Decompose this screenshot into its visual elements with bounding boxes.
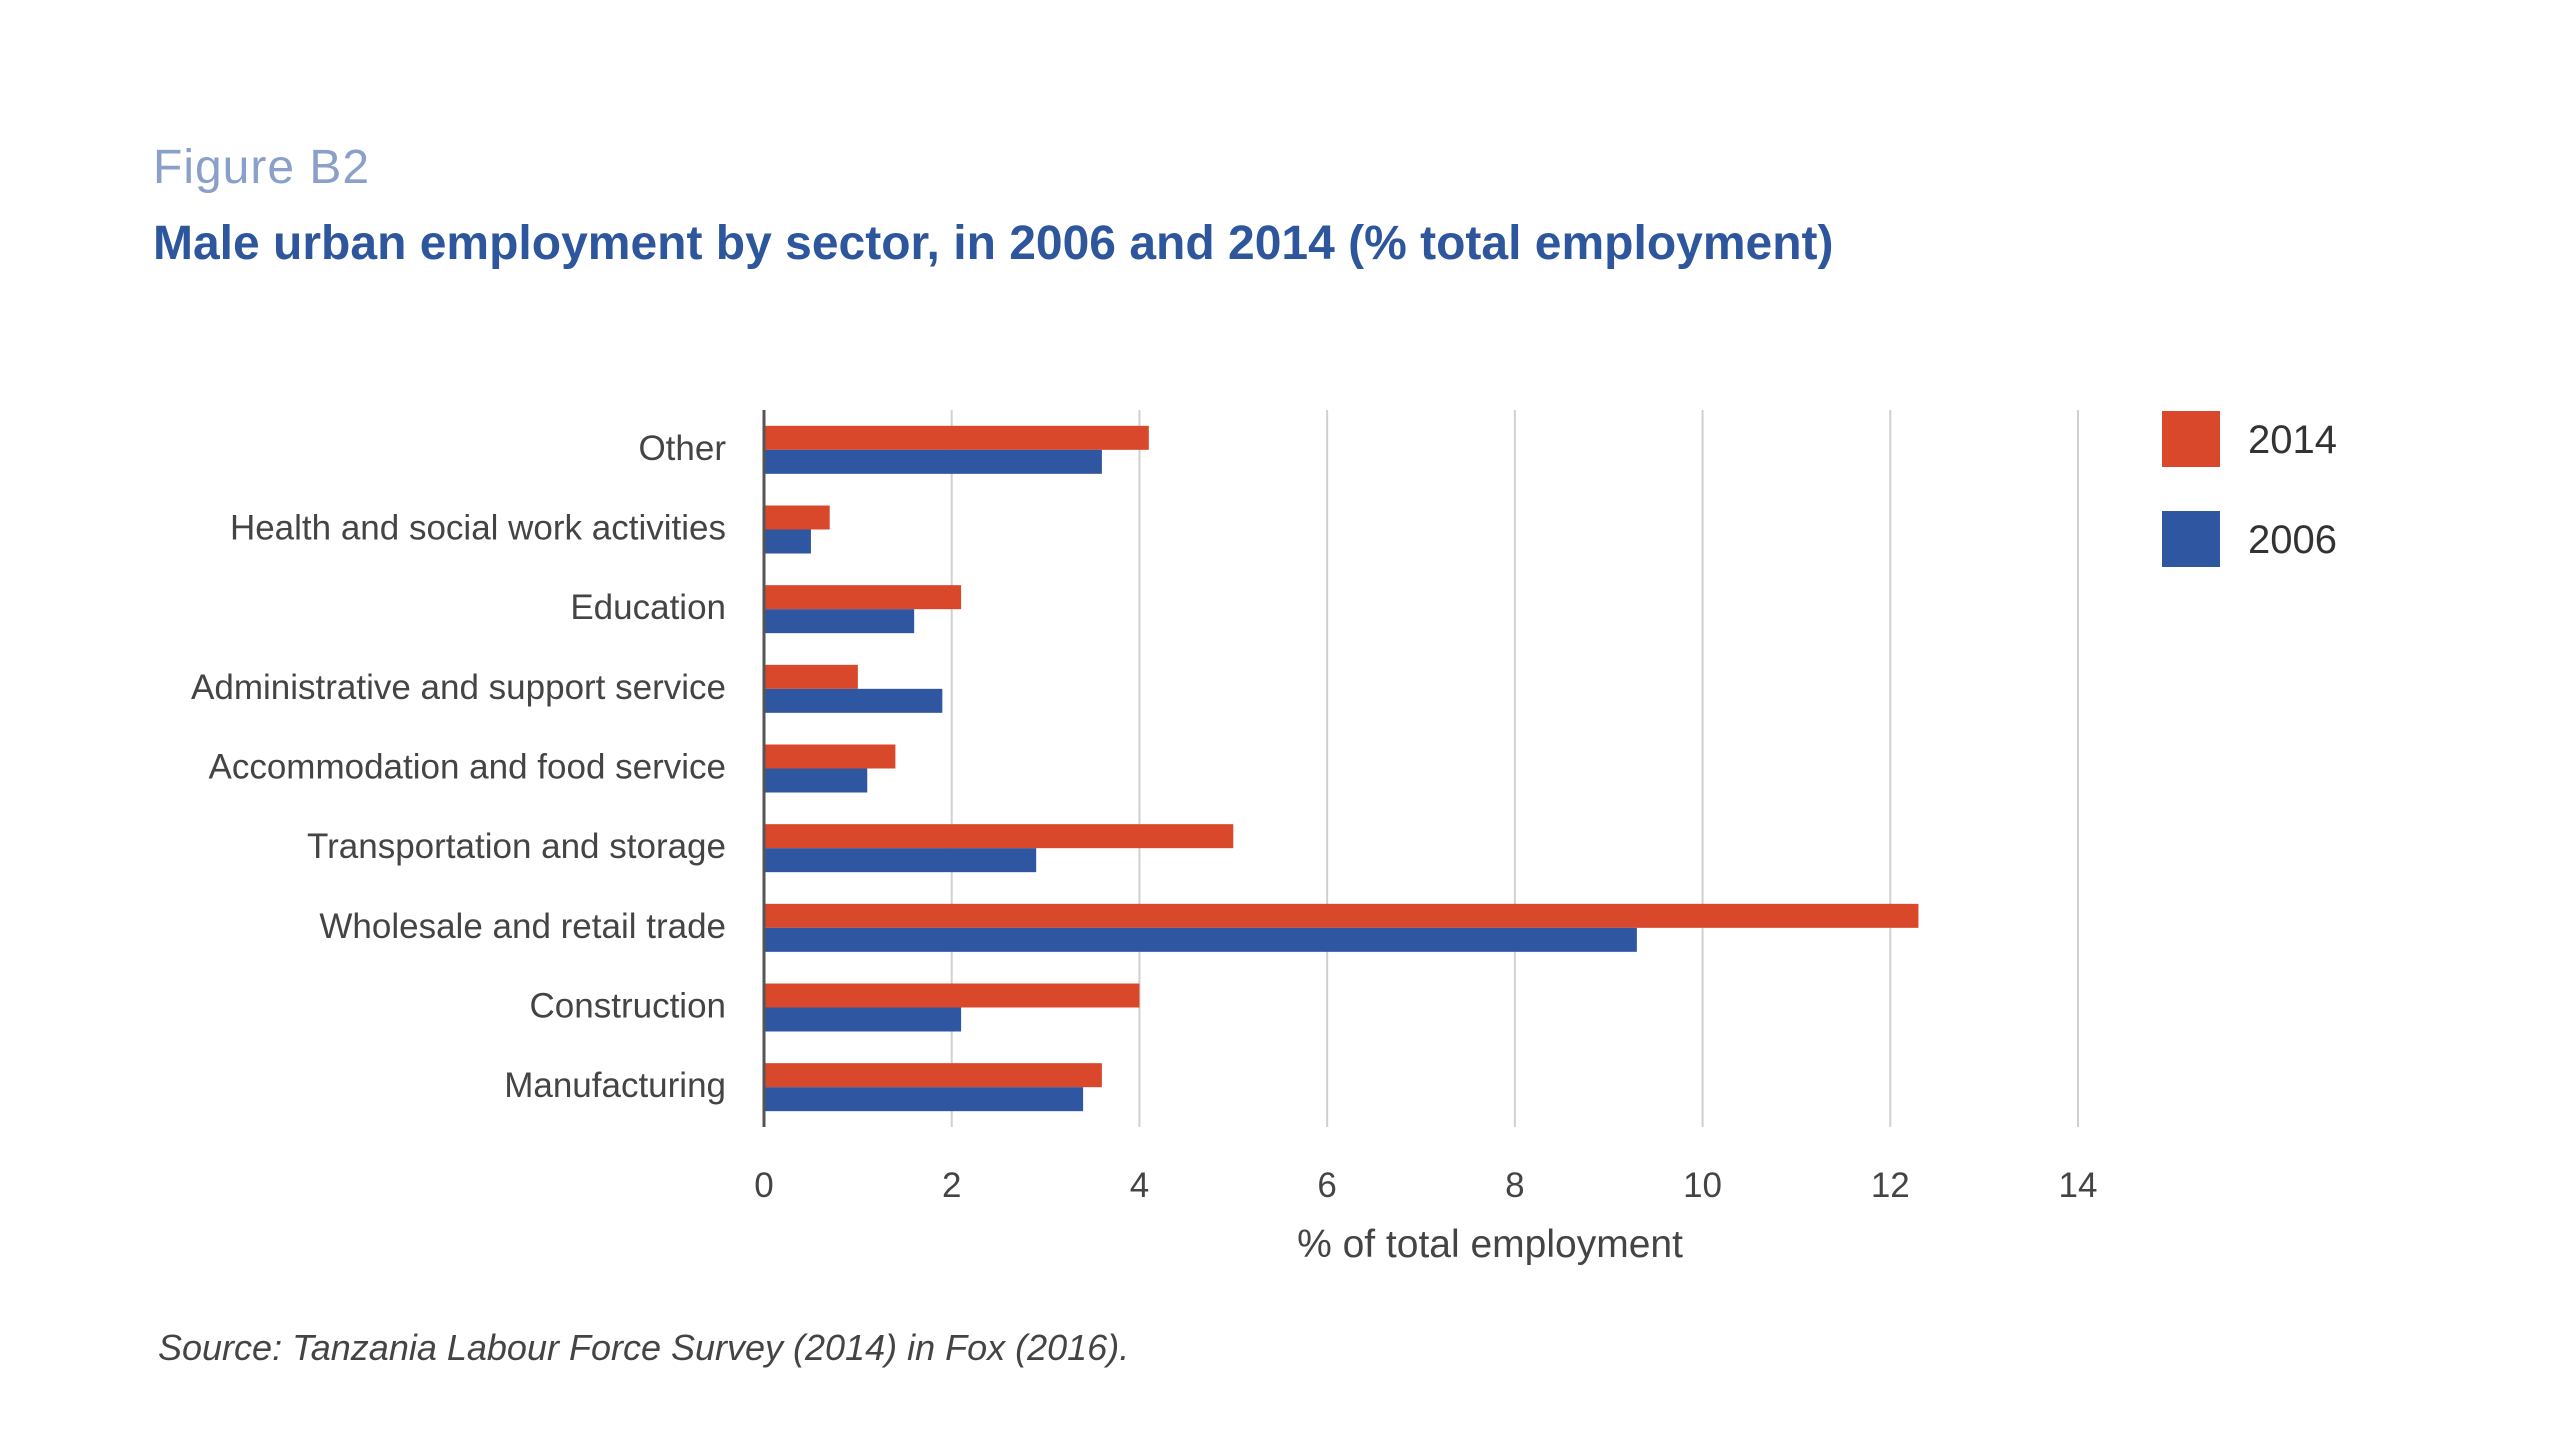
legend-swatch-2014 bbox=[2162, 411, 2220, 467]
bar-2006-2 bbox=[764, 609, 915, 634]
bar-2006-6 bbox=[764, 927, 1637, 952]
chart-title: Male urban employment by sector, in 2006… bbox=[153, 217, 1834, 270]
bar-2006-4 bbox=[764, 768, 868, 793]
category-label: Administrative and support service bbox=[191, 668, 726, 707]
bar-2014-0 bbox=[764, 425, 1149, 450]
x-tick-label: 8 bbox=[1505, 1166, 1524, 1205]
category-label: Health and social work activities bbox=[230, 509, 726, 548]
bar-2006-3 bbox=[764, 688, 943, 713]
category-label: Manufacturing bbox=[504, 1066, 726, 1105]
bar-2014-8 bbox=[764, 1063, 1102, 1088]
bar-2014-1 bbox=[764, 505, 830, 530]
category-label: Wholesale and retail trade bbox=[319, 907, 726, 946]
bar-2006-0 bbox=[764, 449, 1102, 474]
bar-2006-7 bbox=[764, 1007, 962, 1032]
bar-2014-5 bbox=[764, 824, 1234, 849]
x-tick-label: 14 bbox=[2059, 1166, 2098, 1205]
category-label: Transportation and storage bbox=[307, 827, 726, 866]
x-tick-label: 12 bbox=[1871, 1166, 1910, 1205]
bar-2014-4 bbox=[764, 744, 896, 769]
x-tick-label: 2 bbox=[942, 1166, 961, 1205]
bar-2014-3 bbox=[764, 664, 858, 689]
labels: 0 2 4 6 8 10 12 14 Other Health and social work a… bbox=[191, 429, 2097, 1266]
bar-2014-6 bbox=[764, 903, 1919, 928]
source-note: Source: Tanzania Labour Force Survey (20… bbox=[158, 1327, 1130, 1368]
legend-swatch-2006 bbox=[2162, 511, 2220, 567]
x-tick-label: 10 bbox=[1683, 1166, 1722, 1205]
legend-label-2006: 2006 bbox=[2248, 518, 2337, 562]
bar-2014-2 bbox=[764, 585, 962, 610]
x-tick-label: 6 bbox=[1317, 1166, 1336, 1205]
bar-2006-5 bbox=[764, 848, 1037, 873]
bar-2006-8 bbox=[764, 1087, 1084, 1112]
legend-label-2014: 2014 bbox=[2248, 418, 2337, 462]
bar-2014-7 bbox=[764, 983, 1140, 1008]
figure-label: Figure B2 bbox=[153, 141, 371, 194]
bars bbox=[764, 425, 1919, 1112]
x-tick-label: 0 bbox=[754, 1166, 773, 1205]
x-axis-title: % of total employment bbox=[1297, 1223, 1683, 1266]
category-label: Other bbox=[638, 429, 726, 468]
category-label: Accommodation and food service bbox=[209, 748, 727, 787]
grid-lines bbox=[950, 410, 2079, 1127]
x-tick-label: 4 bbox=[1130, 1166, 1149, 1205]
bar-2006-1 bbox=[764, 529, 811, 554]
category-label: Education bbox=[570, 588, 726, 627]
category-label: Construction bbox=[530, 987, 726, 1026]
legend: 2014 2006 bbox=[2162, 411, 2337, 567]
